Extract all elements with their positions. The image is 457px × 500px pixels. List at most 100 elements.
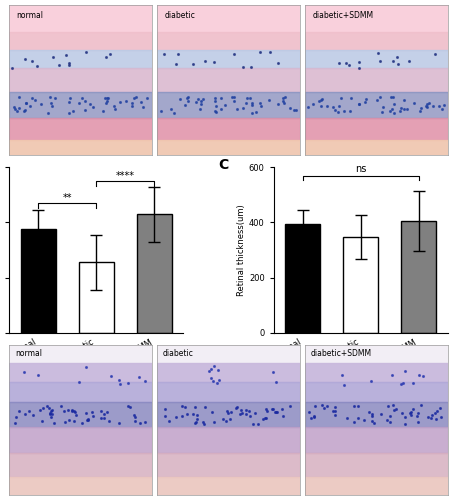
Text: ns: ns (355, 164, 367, 174)
Point (39, 416, 46, 424)
Point (262, 414, 269, 422)
Point (103, 97, 110, 105)
Point (60, 407, 67, 415)
Point (419, 372, 426, 380)
Point (75, 378, 83, 386)
Point (394, 60, 401, 68)
Text: diabetic: diabetic (165, 11, 195, 20)
Point (379, 103, 387, 111)
Point (388, 372, 395, 380)
Point (262, 406, 270, 413)
Point (48, 100, 55, 108)
Point (408, 411, 415, 419)
Bar (157, 140, 300, 155)
Point (231, 94, 238, 102)
Point (428, 412, 436, 420)
Point (390, 108, 397, 116)
Point (355, 100, 362, 108)
Point (103, 408, 111, 416)
Text: normal: normal (16, 11, 43, 20)
Point (233, 404, 240, 412)
Point (211, 108, 218, 116)
Bar (305, 402, 448, 427)
Point (365, 408, 372, 416)
Point (279, 412, 287, 420)
Point (89, 408, 96, 416)
Point (350, 402, 357, 409)
Bar (157, 5, 300, 32)
Text: diabetic+SDMM: diabetic+SDMM (311, 350, 372, 358)
Point (236, 410, 244, 418)
Point (415, 418, 422, 426)
Point (30, 411, 37, 419)
Point (211, 418, 218, 426)
Point (389, 58, 397, 66)
Point (131, 94, 138, 102)
Point (215, 376, 222, 384)
Bar (157, 68, 300, 92)
Point (122, 96, 130, 104)
Point (401, 420, 408, 428)
Point (331, 106, 338, 114)
Point (87, 100, 94, 108)
Point (61, 418, 69, 426)
Point (374, 50, 382, 58)
Bar (157, 345, 300, 363)
Bar (9, 5, 152, 32)
Point (192, 98, 200, 106)
Point (70, 416, 78, 424)
Point (287, 402, 294, 410)
Point (343, 414, 351, 422)
Bar (285, 224, 320, 332)
Bar (137, 214, 172, 332)
Point (228, 408, 235, 416)
Point (189, 410, 197, 418)
Bar (157, 118, 300, 140)
Point (208, 408, 216, 416)
Point (335, 108, 342, 116)
Point (26, 406, 33, 414)
Point (28, 94, 36, 102)
Point (63, 51, 70, 59)
Point (305, 408, 313, 416)
Point (131, 414, 138, 422)
Point (268, 405, 276, 413)
Point (20, 107, 27, 115)
Point (250, 420, 257, 428)
Point (242, 406, 250, 413)
Point (66, 94, 73, 102)
Point (310, 412, 318, 420)
Bar (9, 118, 152, 140)
Point (230, 50, 238, 58)
Point (138, 98, 145, 106)
Point (160, 50, 168, 58)
Text: **: ** (63, 192, 72, 202)
Point (413, 412, 420, 420)
Bar (305, 140, 448, 155)
Point (28, 57, 36, 65)
Point (205, 366, 212, 374)
Point (99, 107, 106, 115)
Point (287, 104, 294, 112)
Point (355, 414, 362, 422)
Point (89, 412, 96, 420)
Point (266, 48, 273, 56)
Point (89, 103, 96, 111)
Point (370, 419, 377, 427)
Point (45, 109, 52, 117)
Point (331, 403, 338, 411)
Text: diabetic+SDMM: diabetic+SDMM (313, 11, 374, 20)
Bar (157, 382, 300, 402)
Bar (9, 92, 152, 118)
Point (408, 408, 415, 416)
Point (378, 410, 385, 418)
Point (228, 92, 236, 100)
Point (116, 376, 123, 384)
Bar (21, 229, 56, 332)
Point (65, 60, 73, 68)
Point (11, 104, 18, 112)
Point (257, 102, 265, 110)
Point (45, 404, 53, 412)
Point (58, 402, 65, 410)
Bar (305, 5, 448, 32)
